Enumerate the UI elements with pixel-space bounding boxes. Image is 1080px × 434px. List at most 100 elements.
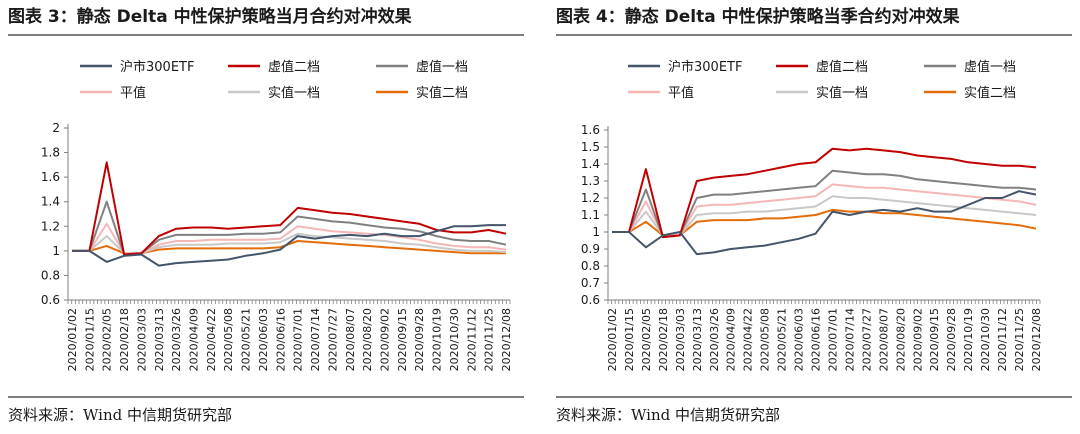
x-tick-label: 2020/11/12	[996, 308, 1009, 371]
source-divider	[556, 396, 1072, 398]
y-tick-label: 1.6	[581, 123, 600, 137]
x-tick-label: 2020/11/25	[483, 308, 496, 371]
x-tick-label: 2020/08/20	[361, 308, 374, 371]
y-tick-label: 0.8	[581, 259, 600, 273]
chart-title: 图表 4：静态 Delta 中性保护策略当季合约对冲效果	[556, 7, 960, 27]
legend-label: 实值二档	[964, 85, 1016, 101]
legend-label: 虚值二档	[268, 59, 320, 75]
y-tick-label: 0.8	[41, 268, 60, 282]
x-tick-label: 2020/05/21	[240, 308, 253, 371]
x-tick-label: 2020/09/15	[396, 308, 409, 371]
x-tick-label: 2020/06/16	[274, 308, 287, 371]
y-tick-label: 1.5	[581, 140, 600, 154]
chart-panel-monthly: 图表 3：静态 Delta 中性保护策略当月合约对冲效果 沪市300ETF 虚值二…	[0, 0, 532, 434]
source-divider	[8, 396, 524, 398]
x-tick-label: 2020/07/01	[826, 308, 839, 371]
x-tick-label: 2020/03/13	[691, 308, 704, 371]
x-tick-label: 2020/09/02	[911, 308, 924, 371]
x-tick-label: 2020/03/26	[170, 308, 183, 371]
x-tick-label: 2020/12/08	[500, 308, 513, 371]
y-tick-label: 1.4	[41, 195, 60, 209]
y-tick-label: 0.7	[581, 276, 600, 290]
x-tick-label: 2020/07/27	[860, 308, 873, 371]
x-tick-label: 2020/05/08	[759, 308, 772, 371]
y-tick-label: 1.6	[41, 170, 60, 184]
legend-label: 虚值一档	[964, 59, 1016, 75]
x-tick-label: 2020/08/20	[894, 308, 907, 371]
series-line	[612, 190, 1037, 256]
x-tick-label: 2020/03/03	[674, 308, 687, 371]
legend-label: 沪市300ETF	[668, 59, 742, 75]
legend-label: 沪市300ETF	[120, 59, 194, 75]
x-tick-label: 2020/10/30	[979, 308, 992, 371]
y-tick-label: 1	[52, 244, 60, 258]
y-tick-label: 2	[52, 121, 60, 135]
x-tick-label: 2020/03/03	[135, 308, 148, 371]
legend-label: 平值	[668, 85, 694, 101]
y-tick-label: 1.2	[581, 191, 600, 205]
x-tick-label: 2020/08/07	[344, 308, 357, 371]
y-tick-label: 1.8	[41, 146, 60, 160]
x-tick-label: 2020/11/25	[1013, 308, 1026, 371]
y-tick-label: 1.1	[581, 208, 600, 222]
x-tick-label: 2020/09/28	[945, 308, 958, 371]
legend-label: 平值	[120, 85, 146, 101]
source-note: 资料来源：Wind 中信期货研究部	[8, 406, 232, 424]
y-tick-label: 0.9	[581, 242, 600, 256]
series-line	[72, 200, 507, 256]
chart-panel-quarterly: 图表 4：静态 Delta 中性保护策略当季合约对冲效果 沪市300ETF 虚值二…	[548, 0, 1080, 434]
y-tick-label: 1	[592, 225, 600, 239]
legend-label: 实值一档	[268, 85, 320, 101]
x-tick-label: 2020/07/14	[309, 308, 322, 371]
x-tick-label: 2020/01/02	[66, 308, 79, 371]
x-tick-label: 2020/06/03	[257, 308, 270, 371]
series-line	[612, 183, 1037, 237]
series-line	[72, 224, 506, 267]
series-line	[612, 147, 1037, 239]
x-tick-label: 2020/04/09	[725, 308, 738, 371]
x-tick-label: 2020/11/12	[465, 308, 478, 371]
x-tick-label: 2020/10/19	[431, 308, 444, 371]
x-tick-label: 2020/02/18	[118, 308, 131, 371]
x-tick-label: 2020/06/16	[810, 308, 823, 371]
x-tick-label: 2020/05/08	[222, 308, 235, 371]
x-tick-label: 2020/04/22	[205, 308, 218, 371]
x-tick-label: 2020/05/21	[776, 308, 789, 371]
x-tick-label: 2020/10/19	[962, 308, 975, 371]
x-tick-label: 2020/10/30	[448, 308, 461, 371]
legend-label: 虚值二档	[816, 59, 868, 75]
y-tick-label: 1.3	[581, 174, 600, 188]
x-tick-label: 2020/08/07	[877, 308, 890, 371]
x-tick-label: 2020/03/13	[153, 308, 166, 371]
x-tick-label: 2020/02/05	[640, 308, 653, 371]
x-tick-label: 2020/02/18	[657, 308, 670, 371]
x-tick-label: 2020/02/05	[101, 308, 114, 371]
title-divider	[8, 34, 524, 36]
y-tick-label: 1.4	[581, 157, 600, 171]
x-tick-label: 2020/01/02	[606, 308, 619, 371]
title-divider	[556, 34, 1072, 36]
x-tick-label: 2020/04/09	[188, 308, 201, 371]
source-note: 资料来源：Wind 中信期货研究部	[556, 406, 780, 424]
x-tick-label: 2020/07/01	[292, 308, 305, 371]
x-tick-label: 2020/12/08	[1030, 308, 1043, 371]
y-tick-label: 1.2	[41, 219, 60, 233]
x-tick-label: 2020/03/26	[708, 308, 721, 371]
x-tick-label: 2020/04/22	[742, 308, 755, 371]
x-tick-label: 2020/01/15	[83, 308, 96, 371]
x-tick-label: 2020/09/02	[378, 308, 391, 371]
x-tick-label: 2020/07/27	[326, 308, 339, 371]
y-tick-label: 0.6	[581, 293, 600, 307]
x-tick-label: 2020/09/15	[928, 308, 941, 371]
chart-title: 图表 3：静态 Delta 中性保护策略当月合约对冲效果	[8, 7, 412, 27]
x-tick-label: 2020/06/03	[793, 308, 806, 371]
x-tick-label: 2020/01/15	[623, 308, 636, 371]
x-tick-label: 2020/07/14	[843, 308, 856, 371]
legend-label: 实值二档	[416, 85, 468, 101]
y-tick-label: 0.6	[41, 293, 60, 307]
legend-label: 虚值一档	[416, 59, 468, 75]
series-line	[72, 161, 507, 256]
x-tick-label: 2020/09/28	[413, 308, 426, 371]
